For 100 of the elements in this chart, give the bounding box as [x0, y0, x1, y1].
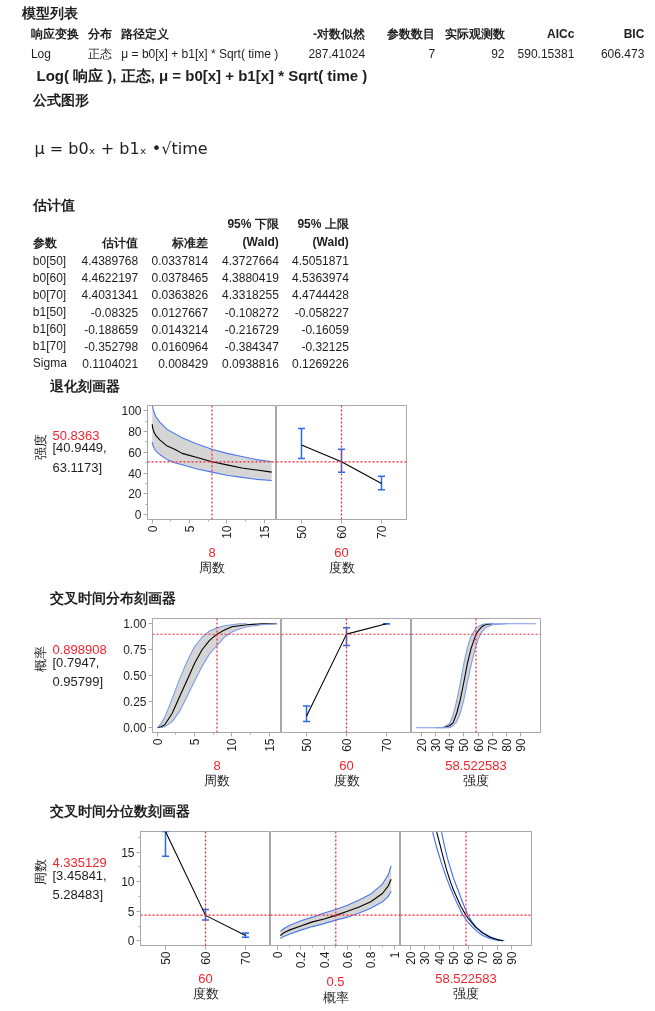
x-tick-label: 40 — [443, 738, 458, 752]
x-tick-label: 20 — [414, 738, 429, 752]
text: -0.16059 — [301, 322, 349, 337]
x-tick-label: 80 — [490, 951, 505, 965]
x-tick-label: 20 — [403, 951, 418, 965]
x-tick-label: 0 — [145, 525, 160, 533]
x-tick-label: 30 — [418, 951, 433, 965]
x-axis-title: 强度 — [463, 772, 489, 788]
category-label: 响应变换 — [30, 27, 79, 41]
text: 估计值 — [31, 197, 75, 213]
x-tick-label: 30 — [428, 738, 443, 752]
category-label: 95% 下限 (Wald) — [227, 216, 280, 250]
category-label: 参数数目 — [386, 27, 436, 41]
text: 287.41024 — [308, 47, 366, 61]
category-label: 路径定义 — [120, 27, 171, 41]
text: b1[50] — [32, 305, 67, 320]
x-tick-label: 60 — [340, 738, 354, 752]
chart-title: 交叉时间分位数刻画器 — [48, 803, 190, 819]
text: 公式图形 — [31, 92, 89, 108]
text: 4.3727664 — [222, 254, 279, 269]
y-axis-title: 概率 — [33, 645, 48, 672]
text: 4.5363974 — [292, 271, 349, 286]
text: -0.108272 — [224, 305, 279, 320]
x-tick-label: 70 — [476, 951, 491, 965]
x-tick-label: 50 — [295, 525, 309, 539]
y-tick-label: 0.25 — [123, 695, 147, 710]
category-label: 实际观测数 — [444, 27, 506, 41]
x-tick-label: 90 — [505, 951, 520, 965]
category-label: -对数似然 — [313, 27, 367, 41]
x-tick-label: 0 — [150, 738, 165, 746]
y-tick-label: 0.00 — [123, 721, 147, 736]
x-tick-label: 80 — [500, 738, 515, 752]
y-tick-label: 60 — [128, 445, 142, 460]
y-axis-title: 周数 — [33, 859, 48, 886]
ref-line-label: 58.522583 — [435, 970, 497, 986]
y-tick-label: 0 — [134, 508, 142, 523]
ref-line-label: 58.522583 — [445, 757, 507, 773]
text: Log( 响应 ), 正态, μ = b0[x] + b1[x] * Sqrt( time ) — [36, 66, 368, 84]
text: [0.7947, 0.95799] — [52, 654, 104, 690]
y-tick-label: 0 — [127, 934, 135, 949]
category-label: BIC — [623, 27, 645, 41]
x-tick-label: 50 — [300, 738, 314, 752]
x-axis-title: 度数 — [328, 559, 355, 575]
text: -0.352798 — [84, 339, 139, 354]
ref-line-label: 60 — [198, 970, 213, 986]
text: 0.0337814 — [151, 254, 209, 269]
ref-line-label: 0.5 — [326, 974, 345, 990]
text: 0.0160964 — [151, 339, 209, 354]
chart-title: 交叉时间分布刻画器 — [48, 590, 176, 606]
category-label: 95% 上限 (Wald) — [297, 216, 350, 250]
category-label: 估计值 — [101, 235, 139, 250]
text: 92 — [491, 47, 505, 61]
x-axis-title: 度数 — [192, 985, 219, 1001]
y-tick-label: 100 — [121, 404, 142, 419]
x-tick-label: 0.6 — [340, 951, 355, 969]
category-label: 标准差 — [171, 235, 209, 250]
x-tick-label: 60 — [471, 738, 486, 752]
text: 4.3880419 — [222, 271, 279, 286]
text: b1[60] — [32, 322, 67, 337]
text: Log — [30, 46, 51, 61]
text: b0[50] — [32, 253, 67, 268]
y-tick-label: 1.00 — [123, 617, 147, 632]
text: -0.384347 — [224, 339, 279, 354]
text: 0.0378465 — [151, 271, 209, 286]
ref-line-label: 8 — [208, 544, 216, 560]
x-tick-label: 50 — [447, 951, 462, 965]
x-tick-label: 15 — [262, 738, 277, 752]
text: -0.188659 — [84, 322, 139, 337]
x-axis-title: 周数 — [199, 559, 225, 575]
text: 0.0938816 — [222, 356, 279, 371]
text: 0.0363826 — [151, 288, 209, 303]
text: 0.0127667 — [151, 305, 209, 320]
x-axis-title: 周数 — [204, 772, 230, 788]
text: 0.0143214 — [151, 322, 209, 337]
text: 4.4389768 — [81, 254, 139, 269]
x-tick-label: 50 — [457, 738, 472, 752]
text: 4.4744428 — [292, 288, 349, 303]
text: -0.216729 — [224, 322, 279, 337]
y-axis-title: 强度 — [33, 434, 48, 461]
text: 4.4031341 — [81, 288, 139, 303]
text: -0.058227 — [294, 305, 349, 320]
text: Sigma — [32, 356, 67, 371]
x-tick-label: 0.4 — [317, 951, 332, 969]
y-tick-label: 20 — [128, 487, 142, 502]
x-tick-label: 10 — [225, 738, 240, 752]
text: 4.3318255 — [222, 288, 279, 303]
y-tick-label: 40 — [128, 466, 142, 481]
text: [3.45841, 5.28483] — [52, 867, 107, 902]
x-tick-label: 70 — [485, 738, 500, 752]
x-tick-label: 70 — [239, 951, 253, 965]
x-tick-label: 60 — [461, 951, 476, 965]
x-tick-label: 5 — [183, 525, 198, 533]
text: -0.32125 — [301, 339, 349, 354]
y-tick-label: 10 — [121, 875, 135, 890]
y-tick-label: 0.75 — [123, 643, 147, 658]
x-tick-label: 90 — [514, 738, 529, 752]
x-axis-title: 概率 — [322, 989, 349, 1005]
x-tick-label: 0.8 — [364, 951, 379, 969]
text: 0.1269226 — [292, 356, 349, 371]
category-label: 分布 — [87, 27, 112, 41]
